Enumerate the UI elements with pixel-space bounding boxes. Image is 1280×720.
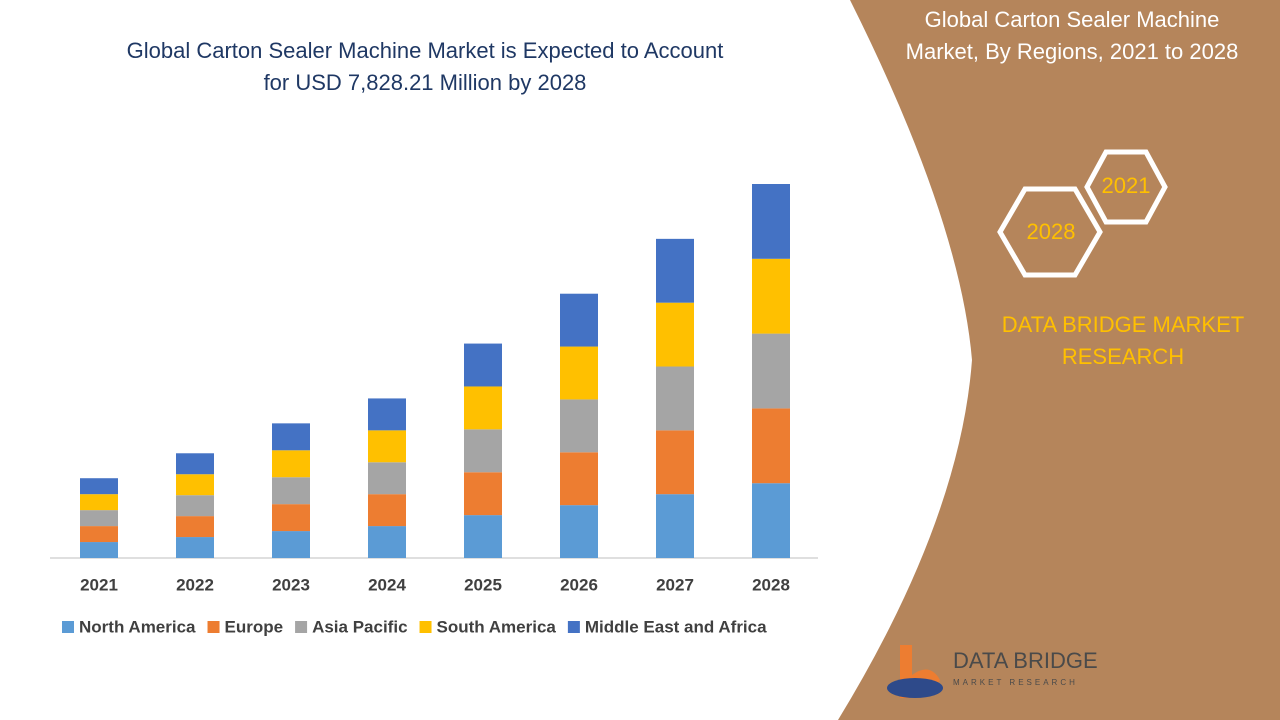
bar-segment	[368, 526, 406, 558]
bar-segment	[80, 510, 118, 527]
x-tick-label: 2021	[80, 575, 118, 594]
brand-1: DATA BRIDGE MARKET	[1002, 312, 1244, 337]
bar-segment	[560, 293, 598, 347]
bar-segment	[272, 531, 310, 558]
bar-segment	[752, 483, 790, 558]
x-tick-label: 2028	[752, 575, 790, 594]
panel-title-2: Market, By Regions, 2021 to 2028	[906, 39, 1239, 64]
bar-segment	[272, 477, 310, 505]
bar-segment	[176, 495, 214, 517]
legend-swatch	[295, 621, 308, 633]
bar-segment	[464, 472, 502, 516]
bar-segment	[560, 346, 598, 400]
x-tick-label: 2026	[560, 575, 598, 594]
bar-segment	[752, 408, 790, 484]
legend-label: North America	[79, 617, 196, 636]
bar-segment	[656, 494, 694, 558]
hexagon	[997, 186, 1103, 278]
bar-segment	[368, 462, 406, 495]
bar-segment	[176, 516, 214, 538]
bar-segment	[176, 537, 214, 558]
chart-title-1: Global Carton Sealer Machine Market is E…	[127, 38, 724, 63]
logo-tagline: MARKET RESEARCH	[953, 678, 1078, 687]
legend-swatch	[567, 621, 580, 633]
legend-swatch	[62, 621, 74, 633]
bar-segment	[464, 429, 502, 473]
bar-segment	[80, 526, 118, 543]
bar-segment	[656, 430, 694, 495]
chart-title-2: for USD 7,828.21 Million by 2028	[264, 70, 587, 95]
bar-segment	[752, 333, 790, 409]
legend-label: Middle East and Africa	[585, 617, 767, 636]
bar-segment	[464, 386, 502, 430]
bar-segment	[368, 430, 406, 463]
legend-swatch	[207, 621, 220, 633]
x-tick-label: 2027	[656, 575, 694, 594]
bar-segment	[656, 302, 694, 367]
hexagon	[1084, 149, 1168, 225]
bar-segment	[80, 494, 118, 511]
bar-segment	[368, 398, 406, 431]
hexagon-label: 2021	[1102, 173, 1151, 198]
hexagon-label: 2028	[1027, 219, 1076, 244]
x-tick-label: 2024	[368, 575, 406, 594]
bar-segment	[752, 184, 790, 259]
bar-segment	[368, 494, 406, 527]
bar-segment	[272, 504, 310, 532]
bar-segment	[176, 474, 214, 496]
bar-segment	[272, 423, 310, 451]
bar-segment	[272, 450, 310, 478]
bar-segment	[560, 505, 598, 558]
bar-segment	[560, 399, 598, 453]
bar-segment	[464, 343, 502, 387]
legend-label: Europe	[225, 617, 284, 636]
logo: DATA BRIDGE MARKET RESEARCH	[887, 645, 1098, 699]
x-tick-label: 2025	[464, 575, 502, 594]
legend-swatch	[419, 621, 432, 633]
x-tick-label: 2022	[176, 575, 214, 594]
bar-segment	[176, 453, 214, 475]
bar-segment	[80, 478, 118, 495]
brand-2: RESEARCH	[1062, 344, 1184, 369]
bar-segment	[656, 238, 694, 303]
bar-segment	[80, 542, 118, 558]
side-panel	[838, 0, 1280, 720]
panel-title-1: Global Carton Sealer Machine	[925, 7, 1220, 32]
bar-segment	[464, 515, 502, 558]
bar-segment	[656, 366, 694, 431]
logo-name: DATA BRIDGE	[953, 648, 1098, 673]
x-tick-label: 2023	[272, 575, 310, 594]
bar-segment	[560, 452, 598, 506]
bar-segment	[752, 258, 790, 334]
legend-label: Asia Pacific	[312, 617, 407, 636]
legend-label: South America	[437, 617, 557, 636]
